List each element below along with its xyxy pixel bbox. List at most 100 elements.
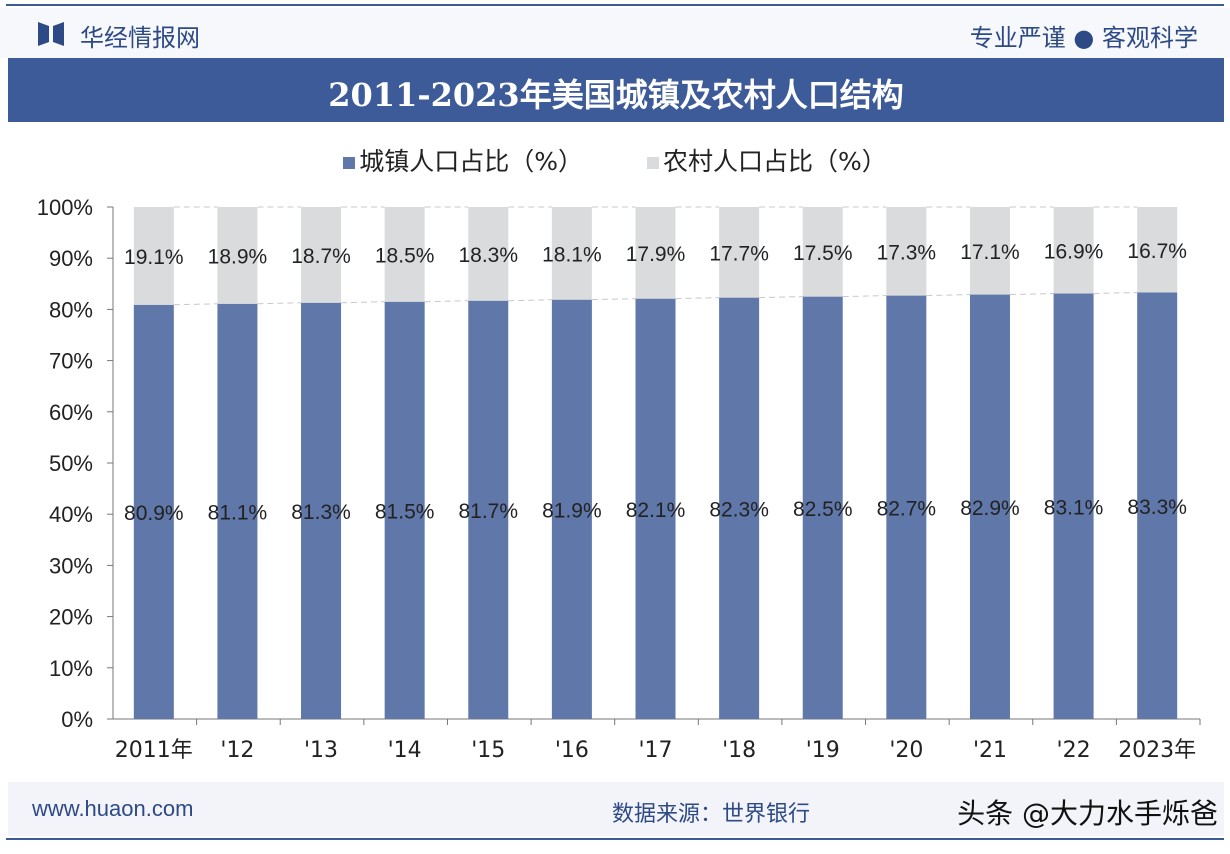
bottom-rule bbox=[6, 838, 1224, 840]
y-tick-label: 0% bbox=[61, 707, 93, 732]
data-label-rural: 17.5% bbox=[793, 242, 853, 265]
bar-urban bbox=[1053, 293, 1094, 719]
y-tick-label: 10% bbox=[49, 656, 93, 681]
data-label-rural: 17.1% bbox=[960, 241, 1020, 264]
data-label-urban: 81.1% bbox=[208, 501, 268, 524]
title-bar: 2011-2023年美国城镇及农村人口结构 bbox=[8, 58, 1224, 122]
slogan: 专业严谨 ● 客观科学 bbox=[969, 24, 1198, 52]
bar-rural bbox=[886, 207, 927, 296]
bar-rural bbox=[217, 207, 258, 304]
bar-urban bbox=[468, 300, 509, 719]
data-label-rural: 16.7% bbox=[1127, 240, 1187, 263]
legend-label: 城镇人口占比（%） bbox=[359, 147, 584, 176]
data-label-rural: 17.3% bbox=[877, 241, 937, 264]
y-tick-label: 70% bbox=[49, 349, 93, 374]
chart-plot: 0% 10% 20% 30% 40% 50% 60% 70% 80% 90% 100% 80.9% 19… bbox=[37, 195, 1201, 763]
data-label-urban: 83.3% bbox=[1127, 496, 1187, 519]
y-tick-label: 50% bbox=[49, 451, 93, 476]
y-tick-label: 40% bbox=[49, 502, 93, 527]
x-tick-label: '20 bbox=[889, 738, 923, 763]
bar-rural bbox=[635, 207, 676, 299]
data-label-urban: 82.7% bbox=[877, 497, 937, 520]
x-tick-label: '19 bbox=[806, 738, 840, 763]
bar-rural bbox=[719, 207, 760, 298]
bar-rural bbox=[802, 207, 843, 297]
connector-line bbox=[1009, 293, 1054, 296]
bar-urban bbox=[635, 298, 676, 719]
legend: 城镇人口占比（%） 农村人口占比（%） bbox=[0, 142, 1230, 178]
watermark: 头条 @大力水手烁爸 bbox=[957, 797, 1218, 830]
data-label-rural: 16.9% bbox=[1044, 240, 1104, 263]
data-label-urban: 81.9% bbox=[542, 499, 602, 522]
data-label-rural: 18.9% bbox=[208, 245, 268, 268]
y-tick-label: 20% bbox=[49, 605, 93, 630]
bar-urban bbox=[384, 301, 425, 719]
data-label-rural: 18.5% bbox=[375, 244, 435, 267]
bar-urban bbox=[719, 297, 760, 719]
connector-line bbox=[759, 296, 803, 299]
connector-line bbox=[842, 295, 887, 298]
huajing-logo-icon bbox=[38, 22, 64, 46]
data-label-urban: 83.1% bbox=[1044, 496, 1104, 519]
legend-item-urban: 城镇人口占比（%） bbox=[343, 142, 583, 178]
legend-swatch bbox=[343, 157, 356, 169]
y-tick-label: 80% bbox=[49, 297, 93, 322]
data-label-rural: 18.7% bbox=[291, 245, 351, 268]
data-label-urban: 82.3% bbox=[709, 498, 769, 521]
data-label-urban: 82.1% bbox=[626, 499, 686, 522]
brand-name: 华经情报网 bbox=[80, 24, 200, 52]
data-label-urban: 81.3% bbox=[291, 501, 351, 524]
data-source: 数据来源：世界银行 bbox=[612, 802, 811, 827]
data-label-rural: 18.1% bbox=[542, 243, 602, 266]
footer: www.huaon.com 数据来源：世界银行 头条 @大力水手烁爸 bbox=[8, 782, 1224, 836]
x-tick-label: '16 bbox=[555, 738, 589, 763]
bar-urban bbox=[886, 295, 927, 719]
bar-rural bbox=[133, 207, 174, 305]
top-rule bbox=[6, 4, 1224, 6]
connector-line bbox=[424, 300, 469, 303]
connector-line bbox=[257, 302, 302, 305]
bar-urban bbox=[133, 304, 174, 719]
website-link[interactable]: www.huaon.com bbox=[32, 796, 194, 821]
x-tick-label: 2011年 bbox=[115, 738, 193, 763]
connector-line bbox=[508, 299, 552, 302]
bar-rural bbox=[301, 207, 342, 303]
bar-rural bbox=[1137, 207, 1178, 293]
data-label-urban: 80.9% bbox=[124, 502, 184, 525]
x-tick-label: '17 bbox=[638, 738, 672, 763]
bar-urban bbox=[551, 299, 592, 719]
bar-urban bbox=[969, 294, 1010, 719]
bar-rural bbox=[468, 207, 509, 301]
data-label-rural: 18.3% bbox=[458, 244, 518, 267]
data-label-urban: 82.5% bbox=[793, 498, 853, 521]
header: 华经情报网 专业严谨 ● 客观科学 bbox=[0, 8, 1230, 58]
data-label-urban: 82.9% bbox=[960, 497, 1020, 520]
x-tick-label: '22 bbox=[1057, 738, 1091, 763]
x-tick-label: 2023年 bbox=[1118, 738, 1196, 763]
connector-line bbox=[341, 301, 385, 304]
connector-line bbox=[1093, 292, 1138, 295]
connector-line bbox=[591, 298, 636, 301]
y-tick-label: 100% bbox=[37, 195, 93, 220]
legend-label: 农村人口占比（%） bbox=[662, 147, 887, 176]
x-tick-label: '21 bbox=[973, 738, 1007, 763]
legend-swatch bbox=[646, 157, 659, 169]
x-tick-label: '13 bbox=[304, 738, 338, 763]
bar-rural bbox=[969, 207, 1010, 295]
bar-rural bbox=[551, 207, 592, 300]
data-label-rural: 17.9% bbox=[626, 243, 686, 266]
data-label-rural: 19.1% bbox=[124, 246, 184, 269]
bar-rural bbox=[384, 207, 425, 302]
bar-urban bbox=[301, 302, 342, 719]
y-tick-label: 30% bbox=[49, 553, 93, 578]
connector-line bbox=[926, 294, 970, 297]
connector-line bbox=[675, 297, 720, 300]
y-tick-label: 60% bbox=[49, 400, 93, 425]
data-label-urban: 81.5% bbox=[375, 500, 435, 523]
data-label-rural: 17.7% bbox=[709, 242, 769, 265]
bar-urban bbox=[217, 303, 258, 719]
x-tick-label: '15 bbox=[471, 738, 505, 763]
chart-title: 2011-2023年美国城镇及农村人口结构 bbox=[328, 76, 904, 114]
data-label-urban: 81.7% bbox=[458, 500, 518, 523]
y-tick-label: 90% bbox=[49, 246, 93, 271]
